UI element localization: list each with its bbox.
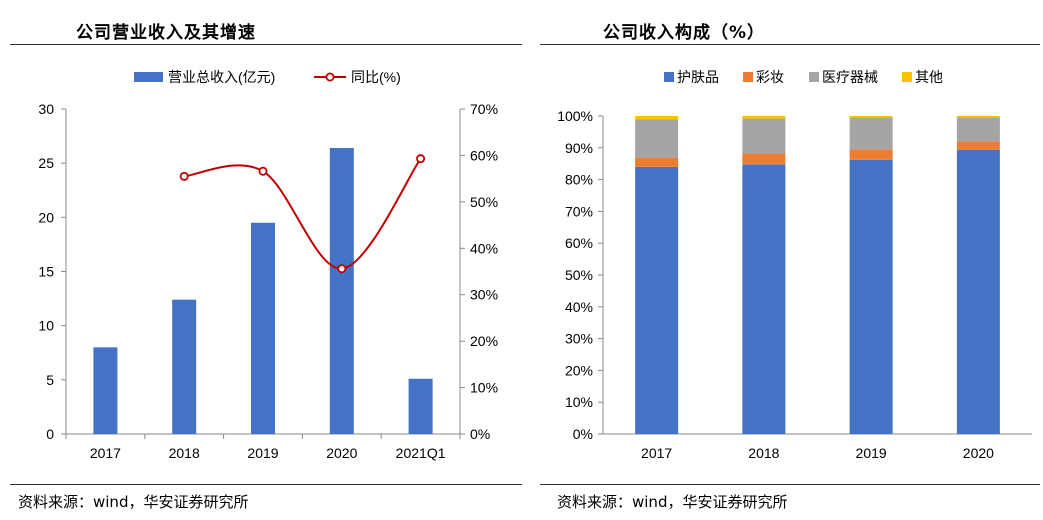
right-y-tick-label: 10% [470,380,498,396]
composition-y-tick-label: 70% [565,203,593,219]
left-top-rule [10,44,522,45]
composition-y-tick-label: 0% [573,426,593,442]
medical-device-segment [635,119,679,158]
medical-device-segment [849,117,893,150]
skincare-segment [635,166,679,434]
legend-cosmetics-swatch [743,72,753,82]
composition-y-tick-label: 100% [557,108,593,124]
composition-y-tick-label: 50% [565,267,593,283]
other-segment [849,116,893,118]
right-chart-title: 公司收入构成（%） [603,23,766,43]
legend-skincare-label: 护肤品 [677,69,719,85]
yoy-growth-line [184,158,422,270]
left-y-tick-label: 0 [46,426,54,442]
legend-other-label: 其他 [915,69,943,85]
composition-y-tick-label: 90% [565,140,593,156]
left-bottom-rule [10,484,522,485]
cosmetics-segment [849,149,893,160]
legend-medical-device-swatch [809,72,819,82]
legend-skincare-swatch [664,72,674,82]
composition-x-tick-label: 2017 [641,445,672,461]
left-y-tick-label: 20 [38,209,54,225]
composition-y-tick-label: 30% [565,331,593,347]
left-y-tick-label: 15 [38,264,54,280]
composition-x-tick-label: 2018 [748,445,779,461]
revenue-bar [93,347,118,434]
cosmetics-segment [956,141,1000,150]
cosmetics-segment [635,157,679,167]
yoy-growth-marker [337,264,347,274]
revenue-bar [329,148,354,434]
cosmetics-segment [742,153,786,165]
composition-x-tick-label: 2019 [856,445,887,461]
revenue-bar [172,299,197,434]
composition-x-tick-label: 2020 [963,445,994,461]
other-segment [956,116,1000,118]
composition-y-tick-label: 60% [565,235,593,251]
left-chart-title: 公司营业收入及其增速 [76,23,256,43]
skincare-segment [849,159,893,434]
right-source-note: 资料来源：wind，华安证券研究所 [557,493,788,511]
revenue-bar [408,378,433,434]
right-bottom-rule [540,484,1040,485]
legend-medical-device-label: 医疗器械 [822,69,878,85]
legend-label-revenue: 营业总收入(亿元) [168,69,275,85]
legend-marker-yoy [325,72,335,82]
right-y-tick-label: 50% [470,194,498,210]
composition-y-tick-label: 80% [565,172,593,188]
right-y-tick-label: 70% [470,101,498,117]
right-y-tick-label: 20% [470,333,498,349]
yoy-growth-marker [416,154,426,164]
legend-label-yoy: 同比(%) [351,69,401,85]
other-segment [635,116,679,120]
legend-cosmetics-label: 彩妆 [756,69,784,85]
left-y-tick-label: 30 [38,101,54,117]
x-tick-label: 2017 [90,445,121,461]
left-y-tick-label: 25 [38,155,54,171]
composition-y-tick-label: 20% [565,362,593,378]
right-y-tick-label: 40% [470,240,498,256]
right-top-rule [540,44,1040,45]
skincare-segment [742,164,786,434]
left-source-note: 资料来源：wind，华安证券研究所 [18,493,249,511]
yoy-growth-marker [258,166,268,176]
medical-device-segment [956,117,1000,142]
legend-other-swatch [902,72,912,82]
skincare-segment [956,149,1000,434]
legend-swatch-revenue [134,72,163,82]
other-segment [742,116,786,119]
right-y-tick-label: 60% [470,147,498,163]
x-tick-label: 2018 [169,445,200,461]
x-tick-label: 2021Q1 [396,445,446,461]
left-y-tick-label: 10 [38,318,54,334]
composition-y-tick-label: 10% [565,394,593,410]
x-tick-label: 2019 [247,445,278,461]
right-y-tick-label: 30% [470,287,498,303]
right-y-tick-label: 0% [470,426,490,442]
left-y-tick-label: 5 [46,372,54,388]
composition-y-tick-label: 40% [565,299,593,315]
x-tick-label: 2020 [326,445,357,461]
yoy-growth-marker [179,171,189,181]
revenue-bar [251,222,275,434]
medical-device-segment [742,118,786,154]
